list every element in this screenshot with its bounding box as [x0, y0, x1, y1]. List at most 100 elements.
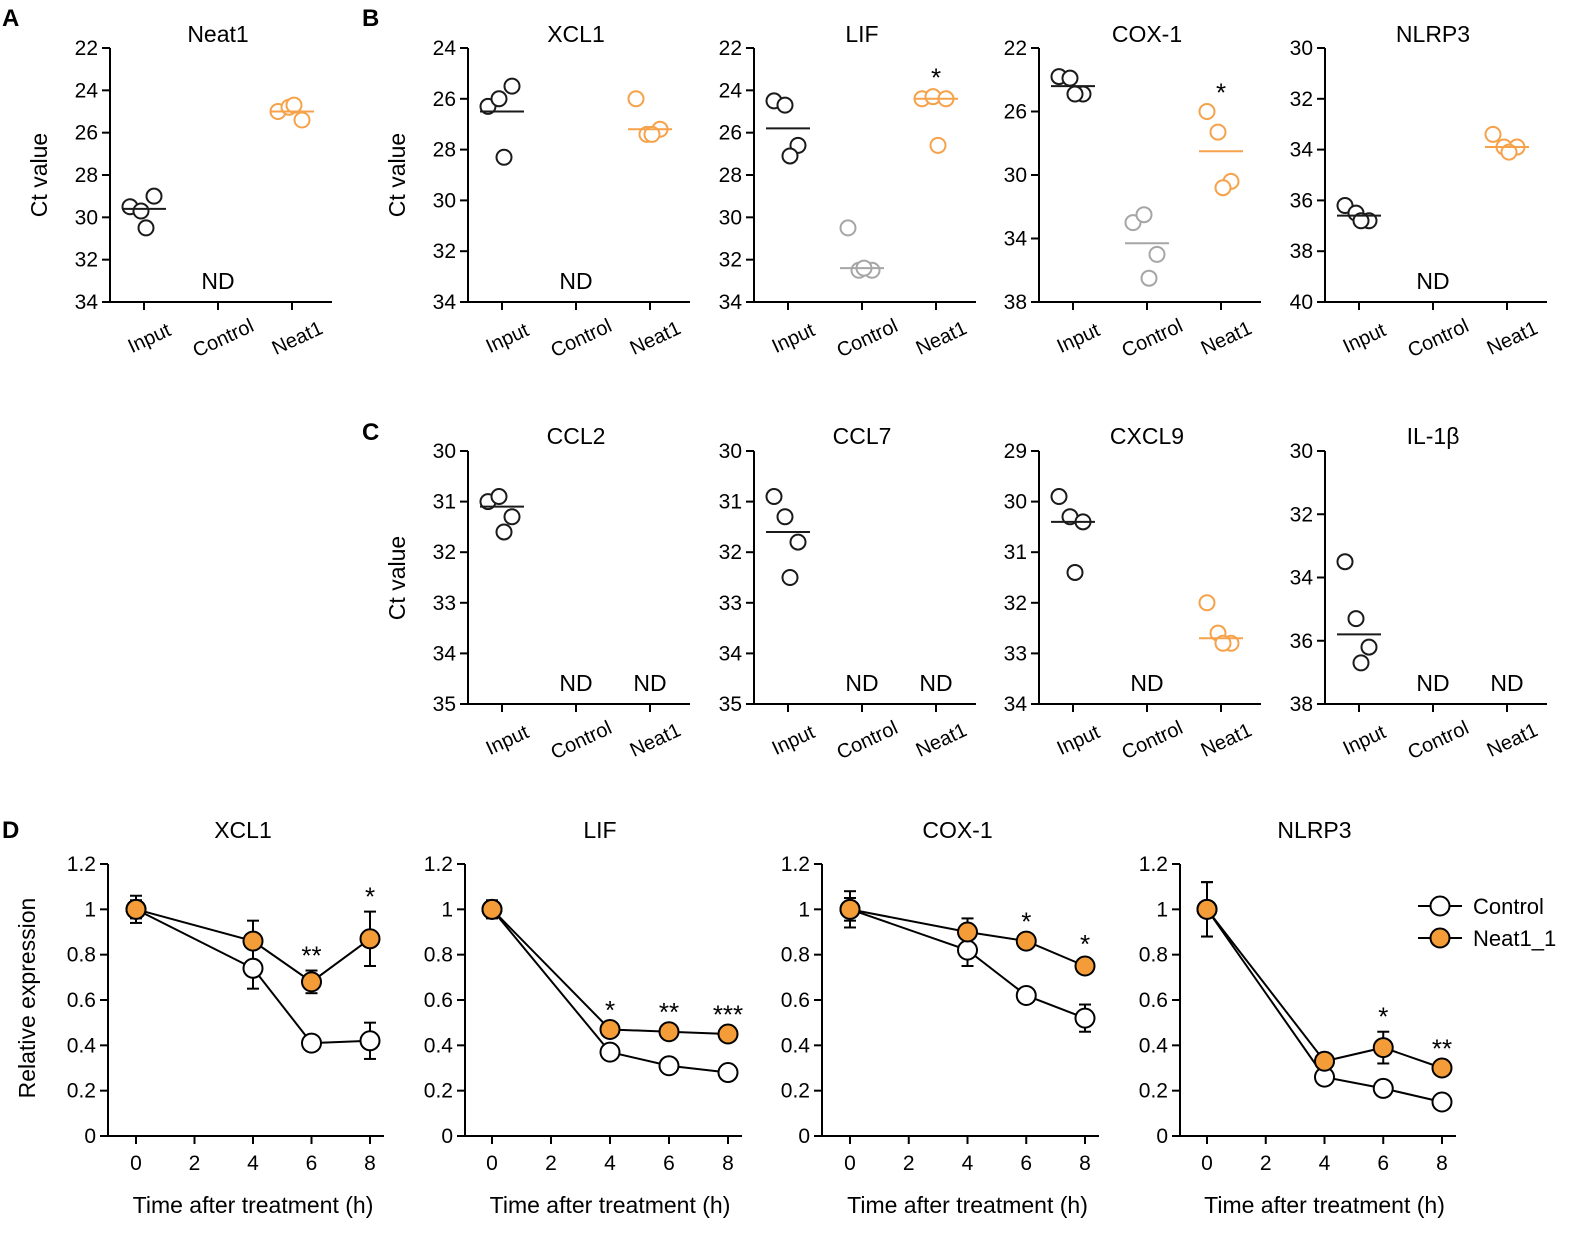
b-xcl1-point [503, 77, 521, 95]
d-cox1-title: COX-1 [922, 817, 992, 843]
b-lif-title: LIF [845, 21, 878, 47]
d-lif-significance: *** [713, 999, 743, 1029]
c-cxcl9-y-tick-label: 34 [1004, 693, 1028, 716]
b-lif-category-label: Input [769, 319, 819, 358]
c-ccl2-title: CCL2 [547, 423, 606, 449]
d-lif-point-neat1 [481, 898, 503, 920]
b-cox1-y-tick-label: 34 [1004, 228, 1028, 251]
d-lif-line-control [491, 908, 729, 1074]
d-nlrp3-x-tick-label: 4 [1319, 1152, 1331, 1175]
b-xcl1-point [627, 90, 645, 108]
c-cxcl9-y-tick-label: 30 [1004, 491, 1027, 514]
c-il1b-point [1347, 610, 1365, 628]
c-cxcl9-category-label: Control [1119, 717, 1187, 764]
d-lif-point-control [599, 1041, 621, 1063]
d-cox1-point-neat1 [957, 921, 978, 943]
a-neat1-y-tick-label: 22 [75, 37, 98, 60]
d-cox1-line-neat1 [849, 908, 1086, 967]
b-lif-y-tick-label: 22 [719, 37, 742, 60]
d-lif-y-tick-label: 0.2 [424, 1080, 453, 1103]
d-nlrp3-title: NLRP3 [1277, 817, 1351, 843]
c-ccl2-nd-label: ND [633, 670, 666, 696]
d-xcl1-line-control [135, 908, 371, 1045]
d-nlrp3-point-neat1 [1314, 1050, 1335, 1072]
d-xcl1-x-tick-label: 0 [130, 1152, 142, 1175]
c-ccl7-point [781, 569, 799, 586]
d-lif-x-tick-label: 0 [486, 1152, 498, 1175]
d-nlrp3-point-control [1372, 1077, 1394, 1099]
b-nlrp3-category-label: Neat1 [1484, 317, 1542, 359]
c-il1b-nd-label: ND [1416, 670, 1449, 696]
panel-label-a: A [2, 5, 19, 32]
legend-control-marker [1429, 895, 1451, 917]
c-ccl2-y-tick-label: 31 [433, 491, 456, 514]
d-cox1-x-axis-title: Time after treatment (h) [847, 1192, 1088, 1218]
d-nlrp3-line-neat1 [1206, 908, 1443, 1069]
d-xcl1-y-tick-label: 0.8 [67, 944, 96, 967]
d-xcl1-significance: ** [301, 941, 321, 971]
c-ccl2-category-label: Control [548, 717, 616, 764]
d-nlrp3-y-tick-label: 1.2 [1139, 853, 1168, 876]
c-ccl7-point [789, 533, 807, 551]
d-lif-y-tick-label: 0 [441, 1125, 453, 1148]
b-lif-point [776, 96, 794, 114]
d-lif-x-tick-label: 4 [604, 1152, 616, 1175]
c-ccl2-point [503, 508, 521, 526]
b-nlrp3-category-label: Control [1405, 315, 1473, 362]
c-il1b-title: IL-1β [1407, 423, 1460, 449]
a-neat1-category-label: Neat1 [269, 317, 327, 359]
d-xcl1-x-tick-label: 8 [364, 1152, 376, 1175]
a-neat1-point [137, 219, 155, 237]
c-cxcl9-category-label: Input [1054, 721, 1104, 760]
d-cox1-x-tick-label: 4 [962, 1152, 974, 1175]
a-neat1-category-label: Control [190, 315, 258, 362]
d-nlrp3-point-neat1 [1431, 1057, 1453, 1079]
c-il1b-y-tick-label: 34 [1290, 567, 1314, 590]
c-il1b-y-tick-label: 38 [1290, 693, 1313, 716]
b-cox1-point [1214, 179, 1232, 197]
d-xcl1-point-neat1 [125, 898, 147, 920]
b-nlrp3-point [1352, 212, 1370, 230]
c-il1b-nd-label: ND [1490, 670, 1523, 696]
d-nlrp3-significance: * [1378, 1002, 1388, 1032]
ct-value-label-b: Ct value [384, 133, 410, 217]
b-xcl1-category-label: Control [548, 315, 616, 362]
d-xcl1-y-tick-label: 0.2 [67, 1080, 96, 1103]
d-xcl1-point-neat1 [242, 930, 264, 952]
b-xcl1-point [490, 90, 508, 108]
b-xcl1-y-tick-label: 34 [433, 291, 457, 314]
b-xcl1-y-tick-label: 26 [433, 88, 456, 111]
d-nlrp3-y-tick-label: 0.6 [1139, 989, 1168, 1012]
a-neat1-point [293, 111, 311, 129]
d-lif-point-control [717, 1062, 739, 1084]
d-cox1-point-control [1015, 984, 1037, 1006]
a-neat1-title: Neat1 [187, 21, 248, 47]
b-cox1-point [1148, 245, 1166, 263]
b-nlrp3-y-tick-label: 34 [1290, 139, 1314, 162]
a-neat1-y-tick-label: 32 [75, 249, 98, 272]
c-ccl2-point [490, 488, 508, 506]
b-lif-category-label: Neat1 [913, 317, 971, 359]
d-lif-significance: * [605, 995, 615, 1025]
b-cox1-title: COX-1 [1112, 21, 1182, 47]
b-lif-point [781, 147, 799, 165]
b-cox1-y-tick-label: 26 [1004, 101, 1027, 124]
b-lif-significance: * [931, 63, 941, 93]
b-lif-y-tick-label: 32 [719, 249, 742, 272]
d-xcl1-point-neat1 [359, 928, 381, 950]
b-cox1-significance: * [1216, 78, 1226, 108]
d-nlrp3-y-tick-label: 0.8 [1139, 944, 1168, 967]
b-xcl1-nd-label: ND [559, 268, 592, 294]
c-ccl7-y-tick-label: 32 [719, 541, 742, 564]
d-xcl1-x-tick-label: 2 [189, 1152, 201, 1175]
d-nlrp3-y-tick-label: 0 [1156, 1125, 1168, 1148]
c-il1b-point [1352, 654, 1370, 672]
d-lif-x-tick-label: 8 [722, 1152, 734, 1175]
legend-neat1-marker [1429, 927, 1451, 949]
d-cox1-x-tick-label: 2 [903, 1152, 915, 1175]
a-neat1-nd-label: ND [201, 268, 234, 294]
d-cox1-point-control [957, 939, 978, 961]
c-cxcl9-point [1050, 488, 1068, 506]
a-neat1-y-tick-label: 28 [75, 164, 98, 187]
b-cox1-category-label: Neat1 [1198, 317, 1256, 359]
